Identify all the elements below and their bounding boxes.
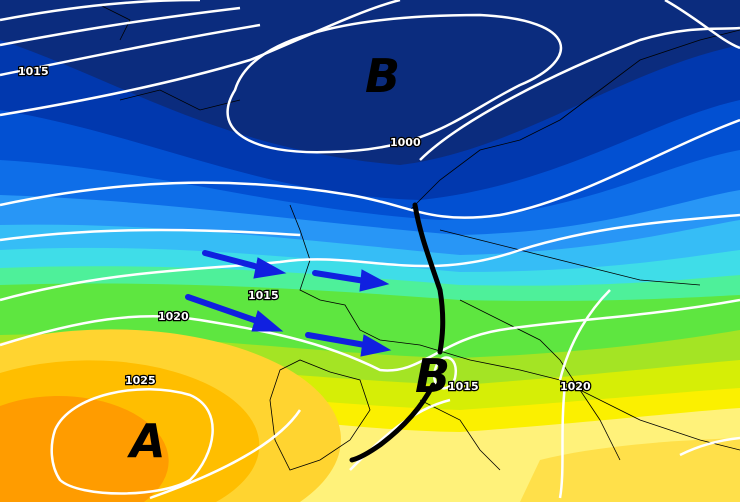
isobar-label: 1020 [560, 380, 591, 393]
coastlines [59, 4, 740, 471]
band [520, 438, 740, 502]
wind-arrow-icon [312, 269, 390, 292]
wind-arrow-icon [202, 250, 287, 279]
low-pressure-center: B [415, 349, 450, 403]
isobar-label: 1020 [158, 310, 189, 323]
isobar-label: 1015 [18, 65, 49, 78]
wind-arrows [185, 250, 392, 357]
wind-arrow-icon [185, 294, 284, 332]
band-high-core [0, 395, 169, 502]
isobar-label: 1015 [248, 289, 279, 302]
isobar-label: 1025 [125, 374, 156, 387]
wind-arrow-icon [305, 332, 392, 357]
high-pressure-center: A [127, 414, 166, 468]
isobar-label: 1000 [390, 136, 421, 149]
trough-front-line [349, 202, 446, 463]
isobar-label: 1015 [448, 380, 479, 393]
low-pressure-center: B [365, 49, 400, 103]
